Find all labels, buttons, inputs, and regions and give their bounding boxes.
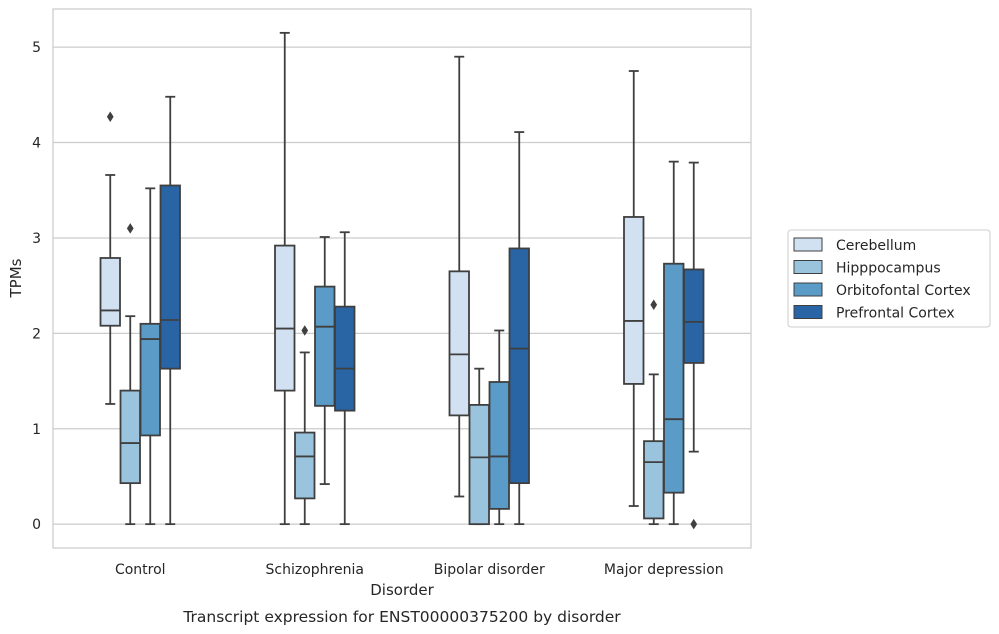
box-prefrontal-cortex-schizophrenia: [334, 231, 356, 526]
box-cerebellum-major-depression: [623, 70, 645, 507]
box-iqr: [314, 285, 336, 407]
box-iqr: [683, 268, 705, 364]
legend-label: Cerebellum: [836, 238, 916, 254]
box-iqr: [623, 216, 645, 385]
legend-frame: [787, 229, 991, 328]
box-iqr: [448, 270, 470, 417]
box-iqr: [643, 440, 665, 520]
plot-frame: [52, 8, 752, 549]
legend-item-orbitofontal-cortex: Orbitofontal Cortex: [793, 282, 971, 299]
x-tick-labels: Control Schizophrenia Bipolar disorder Majo…: [115, 562, 724, 578]
box-iqr: [274, 244, 296, 392]
series-cerebellum: [99, 31, 645, 526]
box-prefrontal-cortex-bipolar-disorder: [508, 131, 530, 526]
legend-swatch: [793, 260, 823, 274]
box-iqr: [119, 389, 141, 485]
outlier-point: [650, 299, 658, 310]
x-tick-label: Bipolar disorder: [434, 562, 545, 578]
box-iqr: [663, 262, 685, 494]
y-tick-label: 0: [32, 517, 41, 533]
box-iqr: [334, 305, 356, 412]
y-tick-label: 5: [32, 40, 41, 56]
chart-caption: Transcript expression for ENST0000037520…: [182, 608, 621, 626]
box-iqr: [139, 322, 161, 437]
series-orbitofontal-cortex: [139, 160, 685, 526]
x-tick-label: Control: [115, 562, 166, 578]
y-tick-label: 3: [32, 231, 41, 247]
outlier-point: [106, 111, 114, 123]
box-cerebellum-schizophrenia: [274, 31, 296, 526]
box-prefrontal-cortex-major-depression: [683, 161, 705, 530]
legend-swatch: [793, 237, 823, 252]
x-axis-label: Disorder: [370, 581, 434, 599]
box-iqr: [99, 257, 121, 327]
legend-item-cerebellum: Cerebellum: [793, 237, 916, 254]
x-tick-label: Major depression: [604, 562, 724, 578]
legend-label: Hipppocampus: [836, 261, 941, 277]
box-cerebellum-bipolar-disorder: [448, 55, 470, 498]
box-iqr: [159, 184, 181, 370]
y-tick-label: 1: [32, 422, 41, 438]
series-prefrontal-cortex: [159, 95, 705, 530]
legend-label: Orbitofontal Cortex: [836, 283, 971, 299]
series-hipppocampus: [119, 223, 665, 526]
y-tick-labels: 0 1 2 3 4 5: [32, 40, 41, 533]
legend-items: Cerebellum Hipppocampus Orbitofontal Corte…: [793, 237, 971, 322]
legend: Cerebellum Hipppocampus Orbitofontal Corte…: [787, 229, 991, 328]
legend-label: Prefrontal Cortex: [836, 306, 955, 322]
box-iqr: [508, 247, 530, 485]
outlier-point: [301, 325, 309, 336]
box-cerebellum-control: [99, 111, 121, 405]
box-prefrontal-cortex-control: [159, 95, 181, 526]
outlier-point: [126, 223, 134, 234]
outlier-point: [690, 518, 698, 530]
legend-swatch: [793, 282, 823, 297]
box-iqr: [294, 431, 316, 500]
box-hipppocampus-major-depression: [643, 299, 665, 526]
box-iqr: [488, 381, 510, 510]
box-orbitofontal-cortex-major-depression: [663, 160, 685, 526]
box-orbitofontal-cortex-bipolar-disorder: [488, 329, 510, 526]
box-hipppocampus-control: [119, 223, 141, 526]
box-orbitofontal-cortex-control: [139, 187, 161, 526]
x-tick-label: Schizophrenia: [266, 562, 364, 578]
y-axis-label: TPMs: [7, 258, 25, 298]
box-iqr: [468, 404, 490, 526]
legend-item-prefrontal-cortex: Prefrontal Cortex: [793, 305, 955, 322]
box-layer: [99, 31, 705, 530]
legend-item-hipppocampus: Hipppocampus: [793, 260, 941, 277]
y-tick-label: 4: [32, 136, 41, 152]
box-hipppocampus-bipolar-disorder: [468, 367, 490, 526]
box-hipppocampus-schizophrenia: [294, 325, 316, 526]
legend-swatch: [793, 305, 823, 319]
y-tick-label: 2: [32, 326, 41, 342]
